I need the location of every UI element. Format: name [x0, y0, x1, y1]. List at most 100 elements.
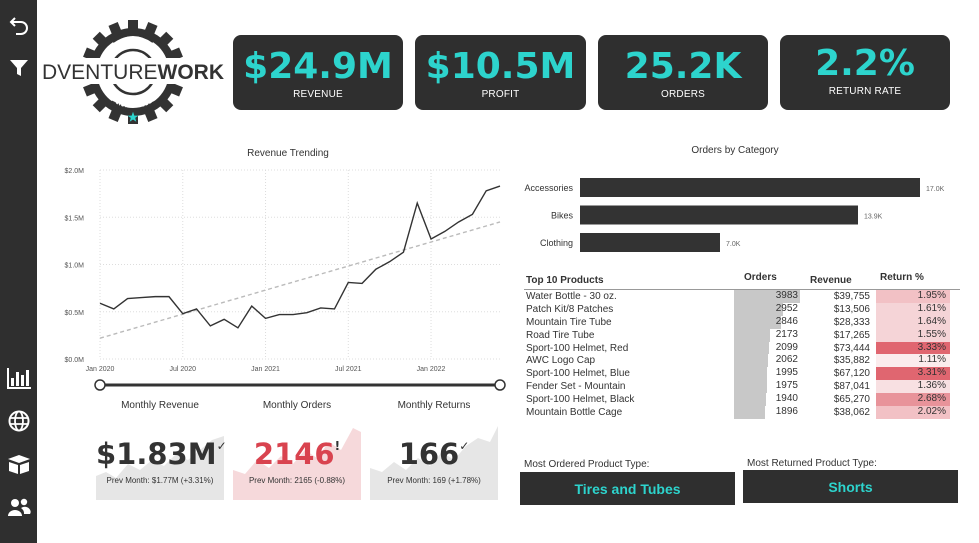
kpi-card-profit: $10.5M PROFIT	[415, 35, 586, 110]
product-orders: 1896	[734, 406, 800, 419]
check-icon: ✓	[216, 439, 227, 453]
table-row[interactable]: Sport-100 Helmet, Black 1940 $65,270 2.68%	[524, 393, 960, 407]
product-orders: 1940	[734, 393, 800, 407]
table-body: Water Bottle - 30 oz. 3983 $39,755 1.95% Pat…	[524, 290, 960, 419]
category-bar[interactable]	[580, 205, 858, 225]
date-slider-start-handle[interactable]	[94, 379, 106, 391]
monthly-revenue-card: Monthly Revenue $1.83M✓ Prev Month: $1.7…	[96, 400, 227, 500]
orders-bar	[734, 341, 769, 355]
product-revenue: $67,120	[833, 368, 870, 380]
users-icon[interactable]	[5, 493, 32, 520]
table-row[interactable]: Sport-100 Helmet, Red 2099 $73,444 3.33%	[524, 341, 960, 355]
table-row[interactable]: Mountain Bottle Cage 1896 $38,062 2.02%	[524, 406, 960, 419]
product-name: Sport-100 Helmet, Blue	[526, 368, 630, 380]
product-orders: 2952	[734, 302, 800, 316]
product-name: Road Tire Tube	[526, 329, 595, 341]
monthly-returns-title: Monthly Returns	[397, 400, 471, 411]
table-row[interactable]: Road Tire Tube 2173 $17,265 1.55%	[524, 328, 960, 342]
svg-text:ADVENTUREWORKS: ADVENTUREWORKS	[42, 61, 224, 84]
product-orders: 2099	[734, 341, 800, 355]
table-row[interactable]: Patch Kit/8 Patches 2952 $13,506 1.61%	[524, 302, 960, 316]
product-revenue: $65,270	[833, 394, 870, 406]
x-tick-label: Jan 2022	[417, 366, 446, 373]
category-value-label: 17.0K	[926, 186, 945, 193]
category-bar[interactable]	[580, 178, 920, 197]
table-row[interactable]: Water Bottle - 30 oz. 3983 $39,755 1.95%	[524, 290, 960, 303]
table-row[interactable]: Sport-100 Helmet, Blue 1995 $67,120 3.31%	[524, 367, 960, 381]
product-name: Mountain Bottle Cage	[526, 406, 623, 418]
product-return-rate: 1.64%	[876, 315, 950, 329]
table-row[interactable]: Mountain Tire Tube 2846 $28,333 1.64%	[524, 315, 960, 329]
top-products-table: Top 10 Products Orders Revenue Return % …	[524, 272, 960, 419]
category-bar[interactable]	[580, 233, 720, 252]
header-orders[interactable]: Orders	[734, 272, 800, 289]
orders-bar	[734, 380, 767, 394]
product-revenue: $87,041	[833, 381, 870, 393]
category-label: Bikes	[551, 211, 574, 221]
orders-by-category-chart[interactable]: Accessories 17.0K Bikes 13.9K Clothing 7.0K	[520, 170, 960, 260]
table-header: Top 10 Products Orders Revenue Return %	[524, 272, 960, 290]
header-orders-label: Orders	[744, 272, 777, 283]
orders-bar	[734, 406, 766, 419]
header-revenue[interactable]: Revenue	[810, 275, 852, 286]
product-orders: 3983	[734, 290, 800, 303]
monthly-revenue-prev: Prev Month: $1.77M (+3.31%)	[106, 476, 214, 485]
monthly-orders-prev: Prev Month: 2165 (-0.88%)	[248, 476, 346, 485]
product-name: Sport-100 Helmet, Red	[526, 342, 629, 354]
back-arrow-icon[interactable]	[5, 11, 32, 38]
x-tick-label: Jan 2021	[251, 366, 280, 373]
orders-bar	[734, 393, 767, 407]
x-tick-label: Jul 2021	[335, 366, 362, 373]
product-orders: 2062	[734, 354, 800, 368]
table-row[interactable]: AWC Logo Cap 2062 $35,882 1.11%	[524, 354, 960, 368]
y-tick-label: $0.5M	[65, 310, 85, 317]
monthly-returns-card: Monthly Returns 166✓ Prev Month: 169 (+1…	[370, 400, 498, 500]
product-orders-value: 3983	[775, 290, 798, 301]
product-orders-value: 2846	[775, 315, 798, 327]
product-return-rate: 1.55%	[876, 328, 950, 342]
filter-icon[interactable]	[5, 54, 32, 81]
product-orders-value: 1975	[775, 380, 798, 392]
orders-bar	[734, 315, 782, 329]
adventureworks-logo: BIKE SHOP ADVENTUREWORKS	[28, 14, 238, 124]
orders-bar	[734, 328, 770, 342]
most-returned-type-card: Shorts	[743, 470, 958, 503]
product-orders: 2173	[734, 328, 800, 342]
kpi-card-revenue: $24.9M REVENUE	[233, 35, 403, 110]
product-return-rate: 3.33%	[876, 341, 950, 355]
date-slider-end-handle[interactable]	[494, 379, 506, 391]
category-label: Accessories	[524, 183, 573, 193]
kpi-orders-value: 25.2K	[624, 46, 742, 87]
sidebar	[0, 0, 37, 543]
product-name: Fender Set - Mountain	[526, 381, 626, 393]
orders-by-category-title: Orders by Category	[691, 145, 779, 156]
most-returned-type-label: Most Returned Product Type:	[747, 458, 877, 469]
x-tick-label: Jan 2020	[86, 366, 115, 373]
product-name: AWC Logo Cap	[526, 355, 596, 367]
kpi-card-orders: 25.2K ORDERS	[598, 35, 768, 110]
category-value-label: 7.0K	[726, 241, 741, 248]
orders-bar	[734, 354, 769, 368]
y-tick-label: $2.0M	[65, 168, 85, 175]
category-label: Clothing	[540, 238, 573, 248]
monthly-orders-value: 2146!	[253, 437, 341, 471]
x-tick-label: Jul 2020	[170, 366, 197, 373]
category-value-label: 13.9K	[864, 214, 883, 221]
most-ordered-type-label: Most Ordered Product Type:	[524, 459, 650, 470]
product-orders-value: 2952	[775, 302, 798, 314]
box-icon[interactable]	[5, 450, 32, 477]
product-orders-value: 1995	[775, 367, 798, 379]
header-products[interactable]: Top 10 Products	[526, 275, 604, 286]
header-return[interactable]: Return %	[880, 272, 924, 283]
monthly-revenue-value: $1.83M✓	[96, 437, 227, 471]
globe-icon[interactable]	[5, 407, 32, 434]
kpi-return-rate-value: 2.2%	[815, 43, 915, 84]
monthly-returns-value: 166✓	[398, 437, 470, 471]
revenue-trending-chart[interactable]: $0.0M $0.5M $1.0M $1.5M $2.0M Jan 2020 Jul 20…	[52, 160, 512, 395]
product-revenue: $39,755	[833, 290, 870, 302]
bar-chart-icon[interactable]	[5, 364, 32, 391]
product-orders-value: 2173	[775, 328, 798, 340]
product-revenue: $13,506	[833, 303, 870, 315]
alert-icon: !	[334, 439, 341, 453]
table-row[interactable]: Fender Set - Mountain 1975 $87,041 1.36%	[524, 380, 960, 394]
